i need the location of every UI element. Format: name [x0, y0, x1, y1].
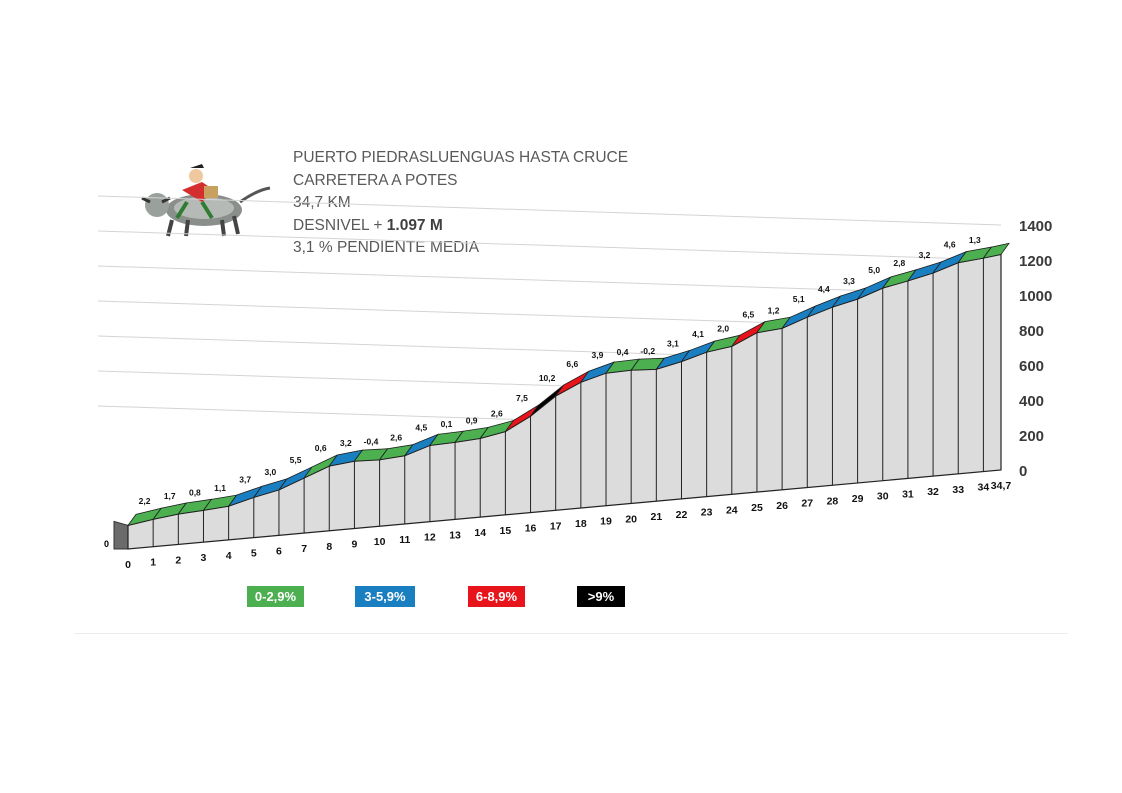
- title-line-1: PUERTO PIEDRASLUENGUAS HASTA CRUCE: [293, 149, 629, 166]
- x-tick-label: 21: [650, 511, 662, 523]
- gradient-label: 2,2: [139, 496, 151, 506]
- x-tick-label: 33: [952, 484, 964, 496]
- x-tick-label: 20: [625, 513, 637, 525]
- x-tick-label: 34: [978, 482, 990, 494]
- x-tick-label: 30: [877, 491, 889, 503]
- x-tick-label: 16: [525, 523, 537, 535]
- y-tick-label: 1400: [1019, 218, 1052, 235]
- x-tick-label: 19: [600, 516, 612, 528]
- x-tick-label: 4: [226, 550, 232, 562]
- distance-text: 34,7 KM: [293, 194, 351, 211]
- gradient-label: 1,1: [214, 483, 226, 493]
- gradient-label: 5,0: [868, 265, 880, 275]
- gradient-label: 2,6: [390, 433, 402, 443]
- gradient-label: 5,5: [290, 455, 302, 465]
- y-tick-label: 1200: [1019, 253, 1052, 270]
- gradient-label: 1,2: [768, 305, 780, 315]
- gradient-label: 1,7: [164, 491, 176, 501]
- x-tick-label: 31: [902, 488, 914, 500]
- x-tick-label: 9: [352, 539, 358, 551]
- gradient-label: 0,9: [466, 415, 478, 425]
- x-tick-label: 23: [701, 507, 713, 519]
- gradient-label: 3,2: [340, 438, 352, 448]
- gradient-label: 3,3: [843, 276, 855, 286]
- gradient-label: 2,6: [491, 409, 503, 419]
- x-tick-label: 27: [801, 498, 813, 510]
- y-tick-label: 600: [1019, 358, 1044, 375]
- gradient-label: 3,9: [592, 350, 604, 360]
- gradient-label: 3,1: [667, 339, 679, 349]
- x-tick-label: 22: [676, 509, 688, 521]
- start-label: 0: [104, 539, 109, 549]
- x-tick-label: 0: [125, 559, 131, 571]
- legend-black: >9%: [577, 586, 625, 607]
- gradient-label: 3,7: [239, 474, 251, 484]
- average-gradient-text: 3,1 % PENDIENTE MEDIA: [293, 239, 480, 256]
- x-tick-label: 7: [301, 543, 307, 555]
- start-block: [113, 520, 129, 550]
- legend-green: 0-2,9%: [247, 586, 304, 607]
- x-tick-label: 14: [474, 527, 486, 539]
- x-tick-label: 2: [175, 554, 181, 566]
- legend-red: 6-8,9%: [468, 586, 525, 607]
- x-tick-label: 1: [150, 557, 156, 569]
- bottom-divider: [74, 633, 1068, 634]
- gradient-segment: [982, 242, 1010, 259]
- y-tick-label: 800: [1019, 323, 1044, 340]
- x-tick-label: 28: [827, 495, 839, 507]
- gradient-label: 4,5: [415, 422, 427, 432]
- gradient-label: 2,8: [893, 258, 905, 268]
- gradient-label: 6,6: [566, 359, 578, 369]
- y-tick-label: 200: [1019, 428, 1044, 445]
- x-tick-label: 25: [751, 502, 763, 514]
- y-tick-label: 400: [1019, 393, 1044, 410]
- grid-line: [97, 265, 1002, 296]
- x-tick-label: 6: [276, 545, 282, 557]
- cyclist-cow-logo: [141, 164, 271, 237]
- grid-line: [97, 230, 1002, 261]
- gradient-label: 1,3: [969, 235, 981, 245]
- x-tick-label: 34,7: [991, 480, 1012, 492]
- x-tick-label: 12: [424, 532, 436, 544]
- x-tick-label: 3: [201, 552, 207, 564]
- gradient-label: 0,4: [617, 347, 629, 357]
- title-line-2: CARRETERA A POTES: [293, 171, 458, 189]
- x-tick-label: 32: [927, 486, 939, 498]
- x-tick-label: 24: [726, 504, 738, 516]
- x-tick-label: 15: [500, 525, 512, 537]
- legend-blue: 3-5,9%: [355, 586, 415, 607]
- y-tick-label: 0: [1019, 463, 1027, 480]
- x-tick-label: 5: [251, 548, 257, 560]
- x-tick-label: 10: [374, 536, 386, 548]
- gradient-label: 6,5: [742, 310, 754, 320]
- gradient-label: -0,2: [640, 346, 655, 356]
- elevation-gain-text: DESNIVEL + 1.097 M: [293, 216, 443, 234]
- gradient-label: 0,8: [189, 487, 201, 497]
- gradient-label: 4,4: [818, 284, 830, 294]
- x-tick-label: 13: [449, 529, 461, 541]
- gradient-label: 3,0: [264, 467, 276, 477]
- gradient-label: -0,4: [364, 437, 379, 447]
- x-tick-label: 17: [550, 520, 562, 532]
- y-tick-label: 1000: [1019, 288, 1052, 305]
- x-tick-label: 18: [575, 518, 587, 530]
- x-tick-label: 8: [326, 541, 332, 553]
- grid-line: [97, 195, 1002, 226]
- gradient-label: 4,1: [692, 329, 704, 339]
- gradient-label: 3,2: [919, 250, 931, 260]
- gradient-label: 2,0: [717, 323, 729, 333]
- profile-title-block: PUERTO PIEDRASLUENGUAS HASTA CRUCE CARRE…: [293, 147, 628, 260]
- profile-face: [127, 253, 1002, 550]
- x-tick-label: 11: [399, 534, 410, 546]
- gradient-label: 10,2: [539, 373, 556, 383]
- gradient-label: 0,6: [315, 443, 327, 453]
- x-tick-label: 26: [776, 500, 788, 512]
- gradient-label: 5,1: [793, 294, 805, 304]
- gradient-label: 0,1: [441, 419, 453, 429]
- gradient-label: 4,6: [944, 240, 956, 250]
- x-tick-label: 29: [852, 493, 864, 505]
- gradient-label: 7,5: [516, 393, 528, 403]
